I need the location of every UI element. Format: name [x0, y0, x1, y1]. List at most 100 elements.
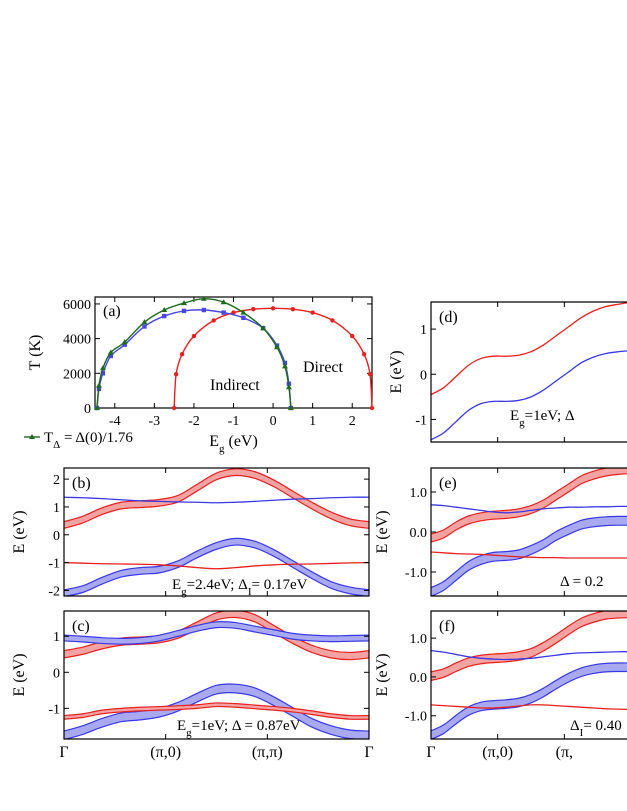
- data-point: [221, 310, 226, 315]
- band-edge: [431, 670, 627, 739]
- band-edge: [64, 616, 369, 661]
- panel-c: -1 0 1 Γ (π,0) (π,π) Γ (c) E (eV) Eg=1eV; Δ = 0.8…: [11, 610, 374, 761]
- y-axis-label: E (eV): [11, 653, 28, 696]
- data-point: [107, 349, 114, 355]
- text-span: E: [172, 577, 181, 593]
- data-point: [274, 344, 281, 350]
- band-fill: [64, 683, 369, 739]
- x-tick-label: Γ: [426, 744, 435, 761]
- panel-label: (d): [439, 309, 458, 326]
- data-point: [350, 333, 355, 339]
- band-line: [431, 551, 627, 559]
- data-point: [191, 333, 197, 339]
- band-line: [64, 496, 369, 504]
- band-edge: [64, 705, 369, 720]
- text-span: E: [177, 718, 186, 734]
- data-point: [310, 310, 315, 315]
- panel-b: -2 -1 0 1 2 (b) E (eV) Eg=2.4eV; ΔI= 0.17eV: [11, 467, 370, 599]
- subscript: g: [519, 417, 525, 429]
- y-tick-label: -2: [48, 584, 60, 599]
- band-edge: [64, 702, 369, 717]
- direct-annotation: Direct: [303, 359, 344, 376]
- series-line: [96, 298, 292, 409]
- data-point: [361, 352, 367, 357]
- x-axis-label: Eg (eV): [209, 433, 258, 455]
- panel-frame: [430, 610, 627, 740]
- band-edge: [431, 617, 627, 682]
- data-point: [141, 319, 148, 325]
- band-fill: [64, 621, 369, 645]
- data-point: [173, 371, 179, 377]
- y-axis-label: E (eV): [388, 350, 405, 393]
- band-line: [431, 504, 627, 514]
- y-tick-label: -1: [415, 413, 427, 428]
- band-edge: [64, 692, 366, 739]
- y-tick-label: 1.0: [410, 632, 428, 647]
- band-line: [431, 350, 627, 441]
- data-point: [220, 299, 227, 305]
- data-point: [122, 342, 127, 347]
- panel-label: (e): [439, 475, 457, 492]
- data-point: [181, 308, 187, 314]
- data-point: [95, 382, 102, 388]
- series-line: [96, 309, 292, 409]
- band-edge: [431, 468, 610, 535]
- x-tick-label: (π,: [556, 744, 573, 761]
- plot-area: [64, 468, 369, 596]
- data-point: [367, 371, 373, 377]
- panel-e: -1.0 0.0 1.0 (e) E (eV) Δ = 0.2: [374, 467, 627, 597]
- data-point: [282, 360, 288, 366]
- panel-frame: [63, 467, 370, 597]
- text-span: Δ = 0.2: [560, 574, 604, 590]
- y-tick-label: 4000: [63, 333, 91, 348]
- data-point: [260, 325, 267, 331]
- band-fill: [431, 516, 627, 596]
- y-tick-label: 1: [420, 323, 427, 338]
- x-tick-label: -3: [149, 414, 161, 429]
- legend-label: TΔ = Δ(0)/1.76: [44, 430, 133, 451]
- band-fill: [431, 468, 627, 542]
- text-span: Δ: [570, 718, 580, 734]
- band-edge: [64, 468, 369, 523]
- band-edge: [64, 474, 369, 529]
- band-fill: [431, 662, 627, 739]
- plot-area: [431, 302, 627, 441]
- data-point: [200, 295, 207, 301]
- x-tick-label: (π,0): [150, 744, 181, 761]
- y-tick-label: 2: [53, 473, 60, 488]
- panel-d: -1 0 1 (d) E (eV) Eg=1eV; Δ: [388, 301, 627, 443]
- x-tick-label: Γ: [364, 744, 373, 761]
- panel-f: -1.0 0.0 1.0 Γ (π,0) (π, (f) E (eV) ΔI= 0.40: [374, 610, 627, 761]
- band-edge: [431, 473, 627, 543]
- subscript: g: [219, 443, 225, 455]
- panel-annotation: ΔI= 0.40: [570, 718, 622, 739]
- y-tick-label: 0.0: [410, 671, 428, 686]
- subscript: g: [181, 586, 187, 598]
- text-span: = 0.40: [583, 718, 621, 734]
- text-span: = Δ(0)/1.76: [60, 430, 133, 446]
- panel-annotation: Eg=1eV; Δ = 0.87eV: [177, 718, 301, 739]
- text-span: E: [209, 433, 219, 450]
- data-point: [201, 307, 207, 313]
- y-axis-label: E (eV): [374, 653, 391, 696]
- y-axis-label: T (K): [27, 335, 44, 371]
- data-point: [99, 365, 106, 371]
- band-edge: [64, 626, 369, 645]
- x-tick-label: 2: [349, 414, 356, 429]
- data-point: [179, 352, 185, 357]
- panel-annotation: Eg=1eV; Δ: [510, 408, 575, 429]
- band-line: [431, 704, 627, 711]
- panel-label: (a): [103, 303, 121, 320]
- data-point: [251, 306, 256, 312]
- data-point: [281, 363, 288, 369]
- y-tick-label: -1.0: [405, 710, 427, 725]
- panel-frame: [63, 610, 370, 740]
- data-point: [93, 405, 100, 410]
- panel-label: (f): [439, 618, 455, 635]
- data-point: [290, 306, 296, 312]
- plot-area: [64, 611, 369, 739]
- data-point: [100, 371, 106, 376]
- text-span: = 0.17eV: [252, 577, 308, 593]
- y-tick-label: 6000: [63, 298, 91, 313]
